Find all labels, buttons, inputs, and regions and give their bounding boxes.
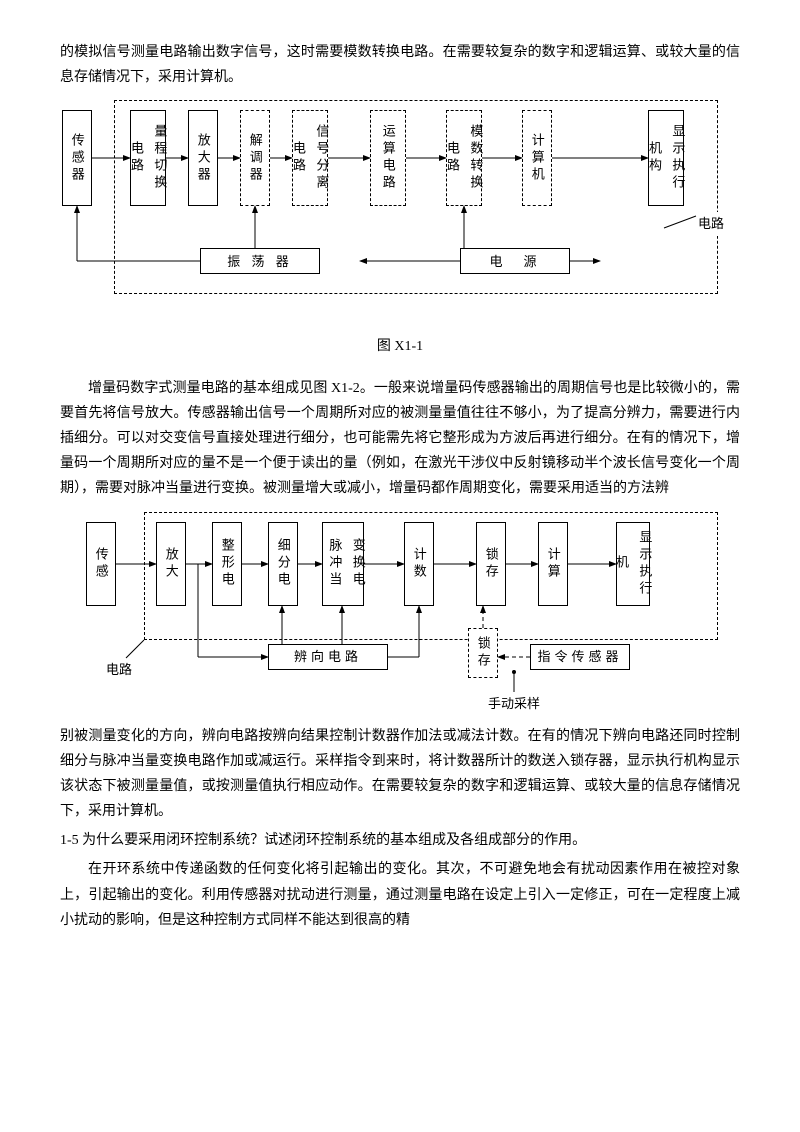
fig1-box-osc: 振 荡 器 [200, 248, 320, 274]
fig2-box-display: 显示执行机 [616, 522, 650, 606]
fig2-box-cmd: 指令传感器 [530, 644, 630, 670]
paragraph-2: 增量码数字式测量电路的基本组成见图 X1-2。一般来说增量码传感器输出的周期信号… [60, 376, 740, 502]
fig2-box-direction: 辨向电路 [268, 644, 388, 670]
fig2-box-pulse: 脉冲当 变换电 [322, 522, 364, 606]
fig1-box-power: 电 源 [460, 248, 570, 274]
fig2-box-amp: 放大 [156, 522, 186, 606]
fig1-box-amp: 放大器 [188, 110, 218, 206]
fig1-box-demod: 解调器 [240, 110, 270, 206]
fig2-sample-label: 手动采样 [486, 692, 542, 715]
fig1-box-calc: 运算电路 [370, 110, 406, 206]
fig1-box-adc: 模数转换电路 [446, 110, 482, 206]
fig2-box-shape: 整形电 [212, 522, 242, 606]
fig1-box-sensor: 传感器 [62, 110, 92, 206]
paragraph-1: 的模拟信号测量电路输出数字信号，这时需要模数转换电路。在需要较复杂的数字和逻辑运… [60, 40, 740, 90]
fig2-circuit-label: 电路 [104, 658, 134, 681]
fig2-box-latch2: 锁存 [468, 628, 498, 678]
paragraph-3: 别被测量变化的方向，辨向电路按辨向结果控制计数器作加法或减法计数。在有的情况下辨… [60, 724, 740, 825]
figure-2: 传感 放大 整形电 细分电 脉冲当 变换电 计数 锁存 计算 显示执行机 辨向电… [60, 508, 740, 718]
fig2-box-latch: 锁存 [476, 522, 506, 606]
fig2-box-subdiv: 细分电 [268, 522, 298, 606]
paragraph-4: 在开环系统中传递函数的任何变化将引起输出的变化。其次，不可避免地会有扰动因素作用… [60, 857, 740, 933]
fig1-box-cpu: 计算机 [522, 110, 552, 206]
fig1-box-range: 量程切换电路 [130, 110, 166, 206]
fig1-circuit-label: 电路 [696, 212, 726, 235]
figure-1: 传感器 量程切换电路 放大器 解调器 信号分离电路 运算电路 模数转换电路 计算… [60, 96, 740, 326]
fig2-box-sensor: 传感 [86, 522, 116, 606]
fig2-box-count: 计数 [404, 522, 434, 606]
fig2-box-compute: 计算 [538, 522, 568, 606]
question-1-5: 1-5 为什么要采用闭环控制系统？试述闭环控制系统的基本组成及各组成部分的作用。 [60, 828, 740, 853]
fig1-box-display: 显示执行机构 [648, 110, 684, 206]
fig1-box-sep: 信号分离电路 [292, 110, 328, 206]
fig1-caption: 图 X1-1 [60, 334, 740, 359]
